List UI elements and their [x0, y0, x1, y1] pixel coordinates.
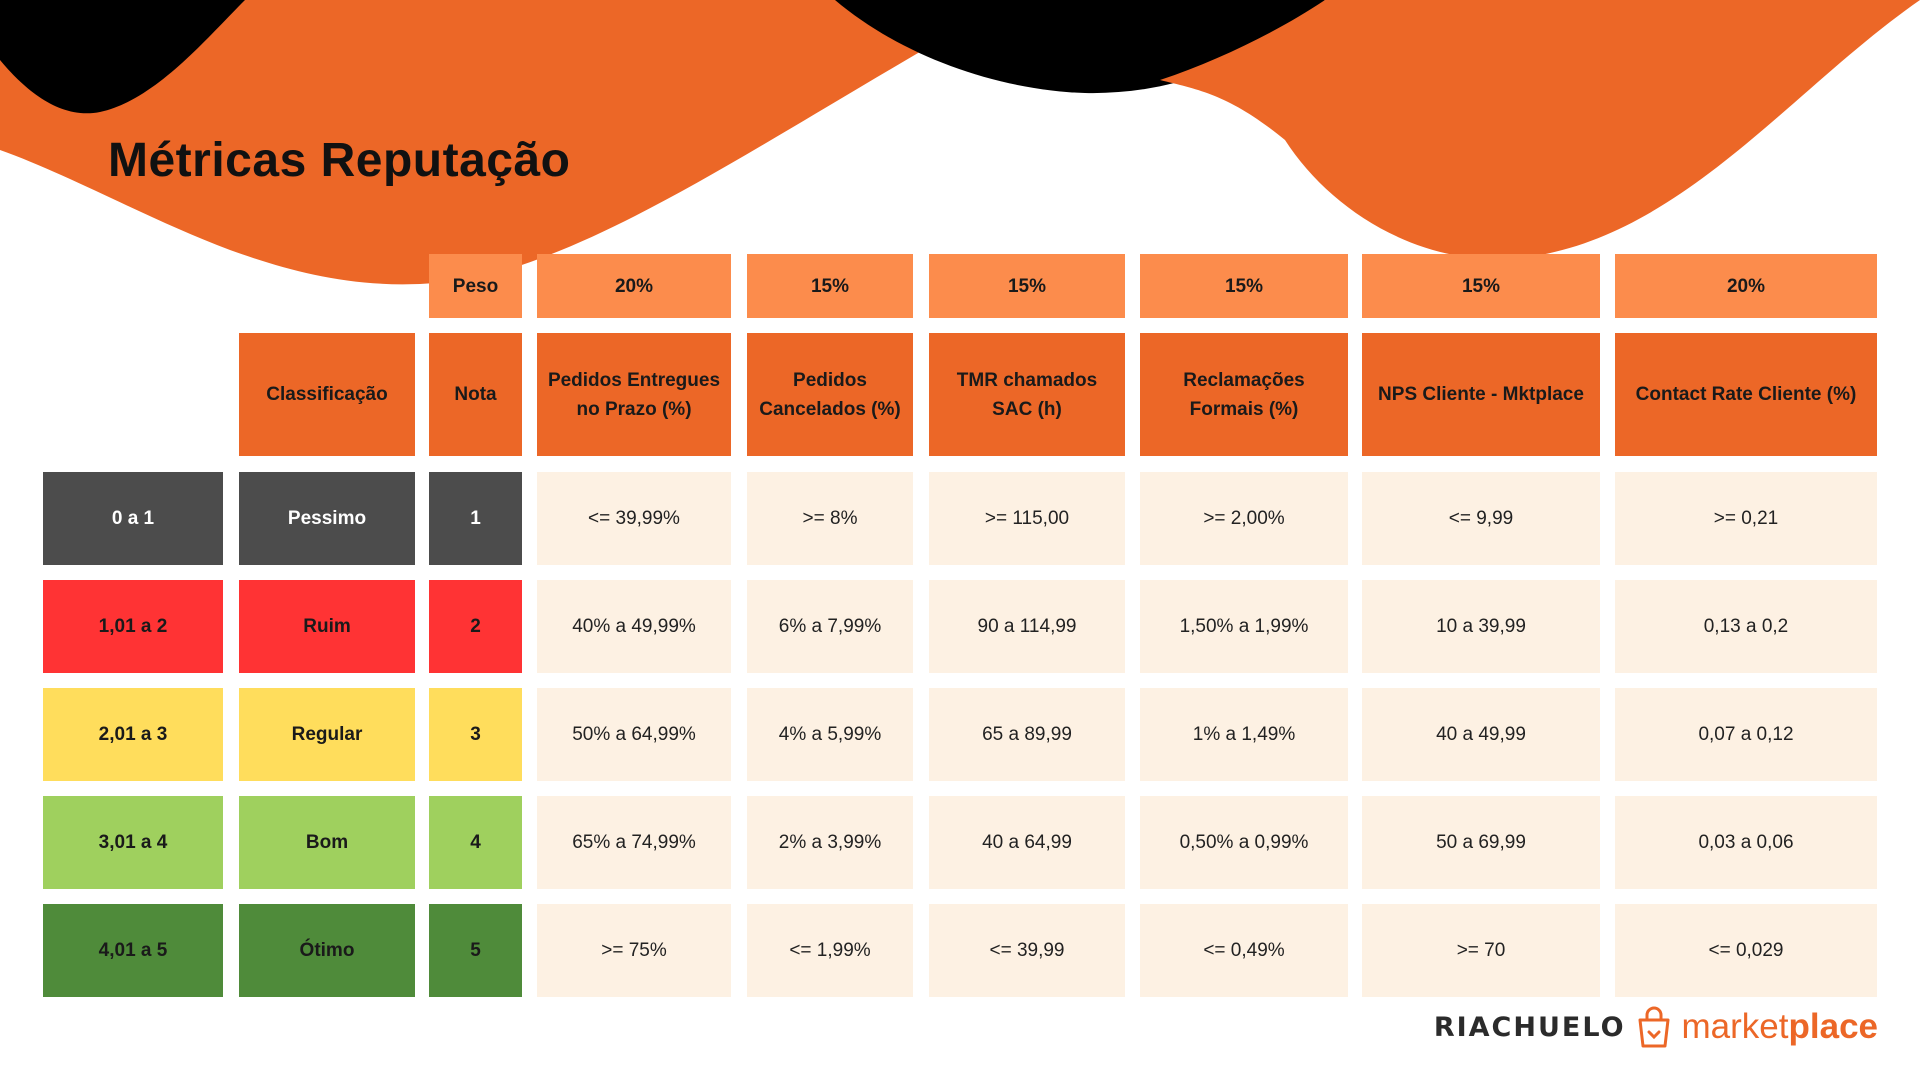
header-metric: Pedidos Cancelados (%) — [747, 333, 913, 456]
metric-value-cell: 2% a 3,99% — [747, 796, 913, 889]
header-nota: Nota — [429, 333, 522, 456]
classification-cell: Ruim — [239, 580, 415, 673]
header-metric: TMR chamados SAC (h) — [929, 333, 1125, 456]
metric-value-cell: <= 0,49% — [1140, 904, 1348, 997]
brand-name: RIACHUELO — [1433, 1011, 1626, 1043]
metric-value-cell: <= 39,99 — [929, 904, 1125, 997]
metric-value-cell: 1,50% a 1,99% — [1140, 580, 1348, 673]
metric-value-cell: 0,03 a 0,06 — [1615, 796, 1877, 889]
metric-value-cell: >= 75% — [537, 904, 731, 997]
metric-value-cell: 50 a 69,99 — [1362, 796, 1600, 889]
metric-value-cell: >= 0,21 — [1615, 472, 1877, 565]
score-range-cell: 4,01 a 5 — [43, 904, 223, 997]
metric-value-cell: 0,50% a 0,99% — [1140, 796, 1348, 889]
metric-value-cell: 4% a 5,99% — [747, 688, 913, 781]
header-metric: Reclamações Formais (%) — [1140, 333, 1348, 456]
orange-wave-left — [0, 0, 1010, 285]
metric-value-cell: 40 a 49,99 — [1362, 688, 1600, 781]
orange-wave-right — [1160, 0, 1920, 260]
header-metric: NPS Cliente - Mktplace — [1362, 333, 1600, 456]
metric-value-cell: 0,13 a 0,2 — [1615, 580, 1877, 673]
header-metric: Contact Rate Cliente (%) — [1615, 333, 1877, 456]
weight-cell: 20% — [537, 254, 731, 318]
metric-value-cell: 50% a 64,99% — [537, 688, 731, 781]
metric-value-cell: >= 2,00% — [1140, 472, 1348, 565]
marketplace-wordmark: marketplace — [1681, 1007, 1878, 1046]
weight-cell: 15% — [1140, 254, 1348, 318]
metric-value-cell: <= 0,029 — [1615, 904, 1877, 997]
nota-cell: 3 — [429, 688, 522, 781]
metric-value-cell: >= 8% — [747, 472, 913, 565]
nota-cell: 4 — [429, 796, 522, 889]
metric-value-cell: <= 9,99 — [1362, 472, 1600, 565]
nota-cell: 5 — [429, 904, 522, 997]
weight-label: Peso — [429, 254, 522, 318]
metric-value-cell: <= 39,99% — [537, 472, 731, 565]
metric-value-cell: 6% a 7,99% — [747, 580, 913, 673]
classification-cell: Regular — [239, 688, 415, 781]
weight-cell: 15% — [747, 254, 913, 318]
metric-value-cell: 1% a 1,49% — [1140, 688, 1348, 781]
shopping-bag-icon — [1638, 1006, 1670, 1048]
nota-cell: 2 — [429, 580, 522, 673]
black-wave-left — [0, 0, 245, 114]
metric-value-cell: 10 a 39,99 — [1362, 580, 1600, 673]
metric-value-cell: >= 70 — [1362, 904, 1600, 997]
nota-cell: 1 — [429, 472, 522, 565]
score-range-cell: 3,01 a 4 — [43, 796, 223, 889]
metric-value-cell: 65% a 74,99% — [537, 796, 731, 889]
metric-value-cell: 40% a 49,99% — [537, 580, 731, 673]
weight-cell: 15% — [929, 254, 1125, 318]
metric-value-cell: 0,07 a 0,12 — [1615, 688, 1877, 781]
riachuelo-marketplace-logo: RIACHUELO marketplace — [1434, 1003, 1878, 1051]
score-range-cell: 0 a 1 — [43, 472, 223, 565]
metric-value-cell: 90 a 114,99 — [929, 580, 1125, 673]
score-range-cell: 1,01 a 2 — [43, 580, 223, 673]
page-title: Métricas Reputação — [108, 134, 571, 187]
metric-value-cell: 40 a 64,99 — [929, 796, 1125, 889]
header-metric: Pedidos Entregues no Prazo (%) — [537, 333, 731, 456]
weight-cell: 20% — [1615, 254, 1877, 318]
classification-cell: Ótimo — [239, 904, 415, 997]
header-classificacao: Classificação — [239, 333, 415, 456]
classification-cell: Bom — [239, 796, 415, 889]
metric-value-cell: >= 115,00 — [929, 472, 1125, 565]
metric-value-cell: 65 a 89,99 — [929, 688, 1125, 781]
weight-cell: 15% — [1362, 254, 1600, 318]
classification-cell: Pessimo — [239, 472, 415, 565]
score-range-cell: 2,01 a 3 — [43, 688, 223, 781]
metric-value-cell: <= 1,99% — [747, 904, 913, 997]
